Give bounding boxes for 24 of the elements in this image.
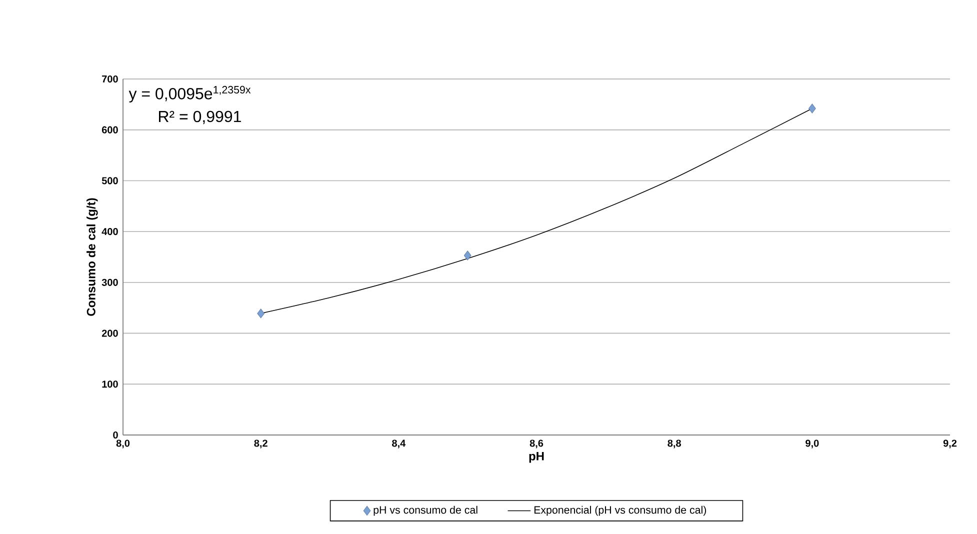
x-tick-label: 9,0 xyxy=(806,440,819,448)
x-axis-title: pH xyxy=(529,452,544,463)
y-tick-label: 400 xyxy=(102,228,118,236)
x-tick-label: 8,2 xyxy=(254,440,268,448)
annotation: y = 0,0095e$^{1,2359x}$ xyxy=(128,86,251,103)
y-tick-label: 200 xyxy=(102,330,118,337)
x-tick-label: 8,0 xyxy=(116,440,130,448)
x-tick-label: 8,6 xyxy=(530,440,544,448)
y-tick-label: 0 xyxy=(113,431,118,439)
y-tick-label: 700 xyxy=(102,75,118,83)
annotation: R² = 0,9991 xyxy=(159,110,241,124)
legend-label: Exponencial (pH vs consumo de cal) xyxy=(534,506,706,516)
y-axis-title: Consumo de cal (g/t) xyxy=(86,198,98,316)
point xyxy=(257,308,265,318)
point xyxy=(808,104,816,114)
y-tick-label: 100 xyxy=(102,380,118,388)
y-tick-label: 500 xyxy=(102,177,118,184)
y-tick-label: 300 xyxy=(102,278,118,286)
point xyxy=(464,250,472,260)
legend-label: pH vs consumo de cal xyxy=(374,506,478,516)
x-tick-label: 9,2 xyxy=(943,440,957,448)
y-tick-label: 600 xyxy=(102,126,118,134)
x-tick-label: 8,4 xyxy=(392,440,406,448)
x-tick-label: 8,8 xyxy=(668,440,681,448)
